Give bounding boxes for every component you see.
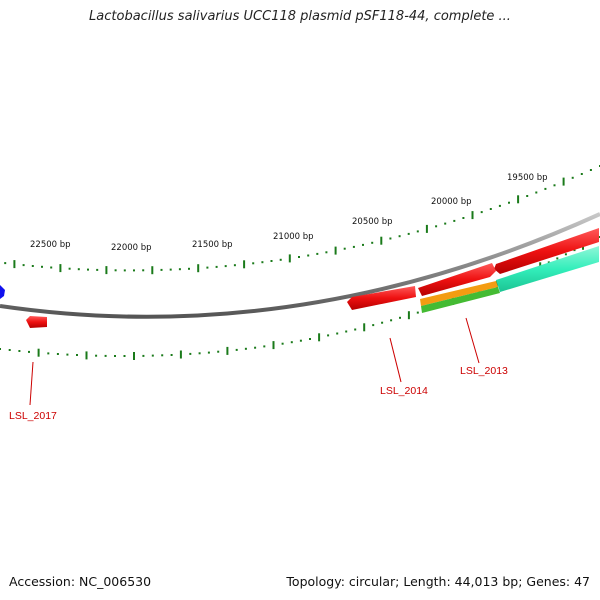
gene-mint-right[interactable]: [496, 246, 599, 292]
inner-ruler-ticks: [0, 236, 600, 360]
ruler-label-20000: 20000 bp: [431, 197, 472, 207]
ruler-label-21500: 21500 bp: [192, 240, 233, 250]
accession-label: Accession: NC_006530: [9, 574, 152, 589]
label-line-lsl-2017: [29, 361, 34, 406]
outer-ruler-ticks: [4, 165, 600, 275]
gene-lsl-2014[interactable]: [347, 286, 416, 310]
topology-info: Topology: circular; Length: 44,013 bp; G…: [286, 574, 590, 589]
map-title: Lactobacillus salivarius UCC118 plasmid …: [89, 9, 511, 24]
gene-label-lsl-2013: LSL_2013: [460, 365, 508, 377]
gene-red-upper-right[interactable]: [494, 228, 599, 274]
genome-backbone: [0, 212, 600, 319]
ruler-label-22000: 22000 bp: [111, 243, 152, 253]
gene-label-lsl-2014: LSL_2014: [380, 385, 428, 397]
gene-orange[interactable]: [420, 281, 498, 306]
ruler-label-21000: 21000 bp: [273, 232, 314, 242]
label-line-lsl-2013: [465, 317, 480, 364]
gene-label-lsl-2017: LSL_2017: [9, 410, 57, 422]
gene-blue-left[interactable]: [0, 285, 5, 299]
gene-lsl-2017[interactable]: [26, 316, 47, 328]
ruler-label-20500: 20500 bp: [352, 217, 393, 227]
ruler-label-19500: 19500 bp: [507, 173, 548, 183]
gene-red-upper[interactable]: [418, 263, 496, 296]
label-line-lsl-2014: [389, 337, 402, 383]
gene-green[interactable]: [421, 287, 500, 313]
ruler-label-22500: 22500 bp: [30, 240, 71, 250]
